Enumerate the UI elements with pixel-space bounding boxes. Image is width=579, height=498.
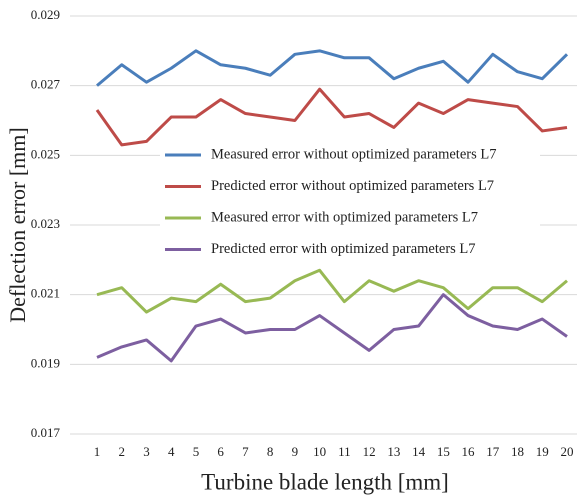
x-tick-label: 2	[118, 444, 125, 459]
x-tick-label: 1	[94, 444, 101, 459]
x-tick-label: 5	[193, 444, 200, 459]
x-tick-label: 11	[338, 444, 351, 459]
y-tick-label: 0.027	[31, 77, 61, 92]
y-tick-label: 0.021	[31, 286, 60, 301]
y-axis-label: Deflection error [mm]	[5, 127, 30, 322]
x-tick-label: 4	[168, 444, 175, 459]
y-tick-label: 0.029	[31, 7, 60, 22]
legend-bg	[160, 143, 540, 167]
y-tick-label: 0.025	[31, 146, 60, 161]
x-tick-label: 20	[561, 444, 574, 459]
legend-label: Measured error without optimized paramet…	[211, 146, 496, 162]
x-tick-label: 14	[412, 444, 426, 459]
data-line	[96, 268, 568, 314]
x-tick-label: 15	[437, 444, 450, 459]
y-tick-label: 0.019	[31, 355, 60, 370]
legend-label: Measured error with optimized parameters…	[211, 209, 478, 225]
x-tick-label: 16	[462, 444, 476, 459]
x-tick-label: 10	[313, 444, 326, 459]
x-tick-label: 17	[486, 444, 500, 459]
data-line	[96, 49, 569, 87]
x-tick-label: 9	[292, 444, 299, 459]
x-tick-label: 12	[363, 444, 376, 459]
legend-bg	[160, 206, 540, 230]
x-tick-label: 8	[267, 444, 274, 459]
legend-bg	[160, 237, 540, 262]
legend-label: Predicted error with optimized parameter…	[211, 241, 476, 257]
x-tick-label: 6	[217, 444, 224, 459]
x-tick-label: 19	[536, 444, 549, 459]
data-line	[95, 87, 568, 147]
x-tick-label: 3	[143, 444, 150, 459]
x-tick-label: 18	[511, 444, 524, 459]
data-line	[96, 293, 568, 363]
y-tick-label: 0.023	[31, 216, 60, 231]
legend-bg	[160, 174, 540, 199]
x-tick-label: 7	[242, 444, 249, 459]
x-axis-label: Turbine blade length [mm]	[201, 469, 449, 494]
y-tick-label: 0.017	[31, 425, 61, 440]
x-tick-label: 13	[387, 444, 400, 459]
legend-label: Predicted error without optimized parame…	[211, 178, 494, 194]
